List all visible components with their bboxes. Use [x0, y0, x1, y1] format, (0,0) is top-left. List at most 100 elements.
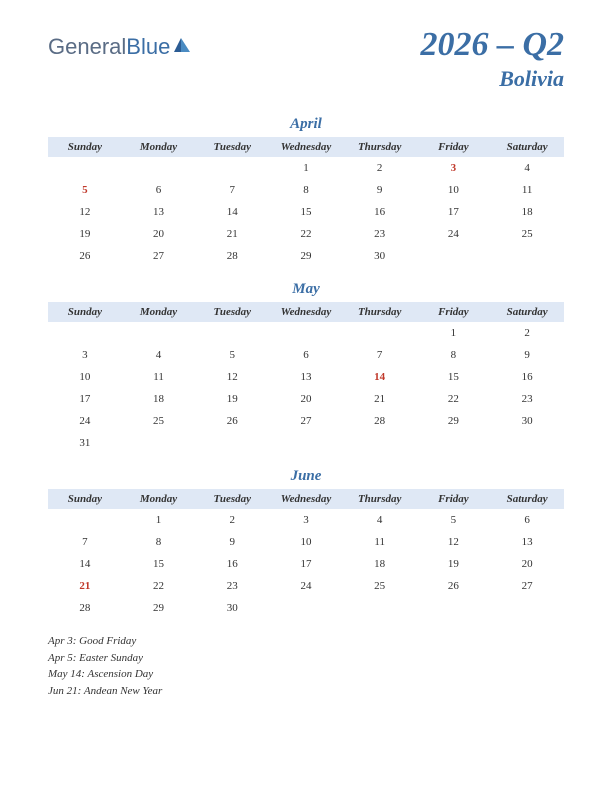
day-cell: 17 [417, 201, 491, 223]
day-cell: 2 [195, 509, 269, 531]
day-cell: 8 [122, 531, 196, 553]
day-cell: 4 [343, 509, 417, 531]
day-cell: 16 [490, 366, 564, 388]
day-cell: 5 [417, 509, 491, 531]
day-cell: 3 [269, 509, 343, 531]
week-row: 2627282930 [48, 245, 564, 267]
week-row: 10111213141516 [48, 366, 564, 388]
logo-text-1: General [48, 34, 126, 60]
day-cell [195, 157, 269, 179]
holiday-item: Jun 21: Andean New Year [48, 683, 564, 700]
week-row: 19202122232425 [48, 223, 564, 245]
day-cell: 25 [122, 410, 196, 432]
day-cell [48, 322, 122, 344]
day-cell: 13 [122, 201, 196, 223]
day-cell: 22 [417, 388, 491, 410]
day-cell [490, 432, 564, 454]
day-cell: 27 [269, 410, 343, 432]
day-cell: 1 [122, 509, 196, 531]
calendar-may: MaySundayMondayTuesdayWednesdayThursdayF… [48, 281, 564, 454]
day-cell [122, 157, 196, 179]
day-cell: 29 [122, 597, 196, 619]
day-cell: 4 [490, 157, 564, 179]
day-cell: 3 [48, 344, 122, 366]
day-cell: 30 [490, 410, 564, 432]
day-cell [269, 322, 343, 344]
day-cell: 7 [343, 344, 417, 366]
day-cell: 21 [343, 388, 417, 410]
day-cell: 20 [490, 553, 564, 575]
day-cell: 4 [122, 344, 196, 366]
header: GeneralBlue 2026 – Q2 Bolivia [48, 28, 564, 92]
day-cell: 7 [195, 179, 269, 201]
week-row: 78910111213 [48, 531, 564, 553]
day-cell: 30 [195, 597, 269, 619]
day-header: Sunday [48, 489, 122, 509]
day-cell: 26 [417, 575, 491, 597]
day-cell: 22 [122, 575, 196, 597]
day-header: Thursday [343, 489, 417, 509]
day-cell: 27 [490, 575, 564, 597]
day-header: Wednesday [269, 302, 343, 322]
week-row: 12 [48, 322, 564, 344]
day-cell: 9 [195, 531, 269, 553]
day-cell: 24 [269, 575, 343, 597]
week-row: 1234 [48, 157, 564, 179]
holiday-item: Apr 5: Easter Sunday [48, 650, 564, 667]
day-cell: 19 [48, 223, 122, 245]
week-row: 567891011 [48, 179, 564, 201]
day-header: Sunday [48, 137, 122, 157]
day-cell: 28 [195, 245, 269, 267]
day-cell [122, 432, 196, 454]
day-cell: 17 [48, 388, 122, 410]
day-cell: 26 [48, 245, 122, 267]
week-row: 17181920212223 [48, 388, 564, 410]
day-cell: 21 [48, 575, 122, 597]
day-cell: 24 [48, 410, 122, 432]
day-cell [490, 245, 564, 267]
day-cell: 14 [48, 553, 122, 575]
day-header: Monday [122, 489, 196, 509]
day-cell [343, 322, 417, 344]
day-cell [48, 509, 122, 531]
day-cell: 15 [269, 201, 343, 223]
day-cell: 30 [343, 245, 417, 267]
day-cell [343, 432, 417, 454]
day-header: Friday [417, 137, 491, 157]
day-header: Sunday [48, 302, 122, 322]
day-cell: 18 [343, 553, 417, 575]
day-cell: 16 [343, 201, 417, 223]
day-cell: 25 [343, 575, 417, 597]
day-header: Saturday [490, 302, 564, 322]
day-cell: 31 [48, 432, 122, 454]
week-row: 282930 [48, 597, 564, 619]
day-cell: 11 [490, 179, 564, 201]
day-cell: 14 [195, 201, 269, 223]
day-header: Wednesday [269, 137, 343, 157]
day-header: Saturday [490, 489, 564, 509]
day-cell: 21 [195, 223, 269, 245]
day-header: Tuesday [195, 489, 269, 509]
day-cell: 6 [122, 179, 196, 201]
calendar-june: JuneSundayMondayTuesdayWednesdayThursday… [48, 468, 564, 619]
day-cell: 17 [269, 553, 343, 575]
day-cell: 14 [343, 366, 417, 388]
day-cell: 8 [417, 344, 491, 366]
day-cell: 15 [122, 553, 196, 575]
day-cell: 6 [490, 509, 564, 531]
day-cell: 22 [269, 223, 343, 245]
day-cell: 26 [195, 410, 269, 432]
day-header: Tuesday [195, 137, 269, 157]
day-cell: 23 [490, 388, 564, 410]
day-cell: 7 [48, 531, 122, 553]
page: GeneralBlue 2026 – Q2 Bolivia AprilSunda… [0, 0, 612, 719]
day-header: Tuesday [195, 302, 269, 322]
day-cell: 3 [417, 157, 491, 179]
day-cell: 28 [48, 597, 122, 619]
month-name: May [48, 281, 564, 298]
day-cell [417, 432, 491, 454]
day-cell: 25 [490, 223, 564, 245]
week-row: 31 [48, 432, 564, 454]
day-header: Monday [122, 137, 196, 157]
day-cell: 12 [195, 366, 269, 388]
